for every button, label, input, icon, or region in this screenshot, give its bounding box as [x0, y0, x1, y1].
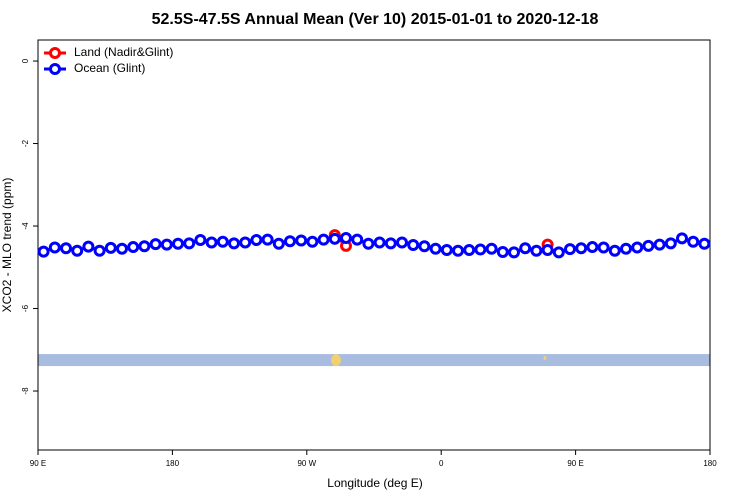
- data-point: [362, 237, 375, 250]
- data-point: [93, 244, 106, 257]
- y-tick-label: -6: [21, 304, 30, 312]
- data-point: [519, 242, 532, 255]
- data-point: [138, 240, 151, 253]
- x-axis-label: Longitude (deg E): [327, 476, 422, 490]
- x-tick-label: 0: [439, 459, 444, 468]
- data-point: [530, 244, 543, 257]
- data-point: [541, 243, 554, 256]
- map-strip: [38, 354, 710, 367]
- data-point: [396, 236, 408, 249]
- data-point: [104, 241, 117, 254]
- data-point: [586, 241, 599, 254]
- data-point: [552, 246, 565, 259]
- data-point: [48, 241, 61, 254]
- legend-label: Ocean (Glint): [74, 61, 145, 75]
- data-point: [620, 242, 632, 255]
- data-point: [642, 239, 655, 252]
- data-point: [306, 235, 319, 248]
- data-point: [676, 232, 688, 245]
- legend-marker: [49, 63, 61, 75]
- data-point: [194, 234, 207, 247]
- data-point: [653, 238, 666, 251]
- y-axis-label: XCO2 - MLO trend (ppm): [0, 178, 14, 313]
- data-point: [172, 237, 184, 250]
- map-land: [331, 354, 341, 367]
- data-point: [608, 244, 621, 257]
- data-point: [698, 237, 711, 250]
- data-point: [261, 233, 274, 246]
- data-point: [384, 237, 397, 250]
- data-point: [485, 242, 498, 255]
- data-point: [295, 234, 308, 247]
- data-point: [272, 237, 285, 250]
- x-tick-label: 90 E: [30, 459, 46, 468]
- data-point: [575, 242, 588, 255]
- data-point: [474, 243, 487, 256]
- data-point: [239, 236, 252, 249]
- y-tick-label: 0: [21, 58, 30, 63]
- data-point: [452, 244, 464, 257]
- data-point: [687, 235, 700, 248]
- data-point: [127, 241, 140, 254]
- data-point: [508, 246, 520, 259]
- data-point: [564, 243, 576, 256]
- x-tick-label: 180: [703, 459, 717, 468]
- data-point: [205, 236, 218, 249]
- data-point: [496, 246, 509, 259]
- data-point: [351, 233, 364, 246]
- legend-label: Land (Nadir&Glint): [74, 45, 173, 59]
- data-point: [407, 239, 420, 251]
- data-point: [328, 232, 341, 245]
- data-point: [183, 237, 196, 250]
- data-point: [160, 238, 173, 251]
- legend-marker: [49, 47, 61, 59]
- data-point: [418, 240, 431, 253]
- data-point: [429, 242, 442, 255]
- data-point: [597, 241, 610, 254]
- data-point: [228, 237, 240, 250]
- data-point: [340, 231, 352, 244]
- x-tick-label: 90 E: [567, 459, 583, 468]
- data-point: [463, 243, 476, 256]
- data-point: [116, 242, 128, 255]
- data-point: [37, 245, 50, 258]
- data-point: [284, 235, 296, 248]
- data-point: [82, 240, 95, 253]
- data-point: [149, 238, 162, 251]
- data-point: [631, 241, 644, 254]
- y-tick-label: -4: [21, 222, 30, 230]
- y-tick-label: -2: [21, 139, 30, 147]
- data-point: [440, 243, 453, 256]
- data-point: [250, 234, 263, 247]
- data-point: [664, 237, 677, 250]
- data-point: [373, 236, 386, 249]
- x-tick-label: 180: [166, 459, 180, 468]
- x-tick-label: 90 W: [297, 459, 316, 468]
- chart-title: 52.5S-47.5S Annual Mean (Ver 10) 2015-01…: [152, 11, 599, 28]
- data-point: [216, 235, 229, 248]
- data-point: [317, 233, 330, 246]
- y-tick-label: -8: [21, 387, 30, 395]
- map-land: [543, 356, 547, 361]
- data-point: [71, 244, 84, 257]
- data-point: [60, 242, 72, 255]
